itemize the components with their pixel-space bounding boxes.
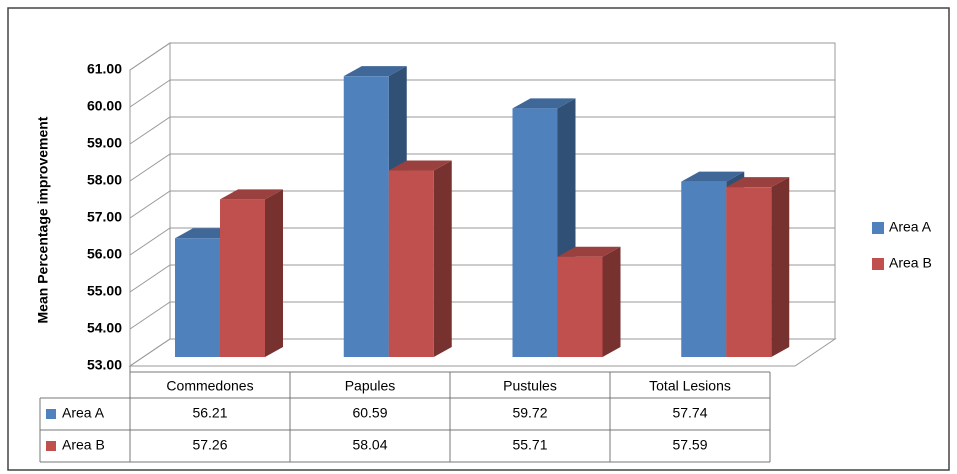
bar	[388, 160, 452, 357]
bar-top	[726, 177, 790, 188]
y-tick-label: 55.00	[87, 283, 122, 299]
bar-front	[175, 238, 220, 357]
table-cell: 59.72	[512, 405, 547, 421]
table-cell: 60.59	[352, 405, 387, 421]
bar-front	[557, 256, 603, 357]
bar-side	[433, 160, 452, 357]
table-cell: 57.26	[192, 437, 227, 453]
table-header: Papules	[345, 378, 396, 394]
table-cell: 57.74	[672, 405, 707, 421]
bar-front	[726, 187, 772, 357]
table-row-label: Area B	[62, 437, 105, 453]
grid-line	[129, 79, 835, 108]
y-tick-label: 54.00	[87, 320, 122, 336]
legend-label: Area A	[889, 219, 932, 235]
y-tick-label: 61.00	[87, 61, 122, 77]
table-cell: 57.59	[672, 437, 707, 453]
y-axis-title: Mean Percentage improvement	[35, 116, 51, 323]
y-tick-label: 59.00	[87, 135, 122, 151]
grid-line	[129, 190, 835, 219]
table-cell: 58.04	[352, 437, 387, 453]
bar-side	[771, 177, 790, 357]
grid-line	[129, 42, 835, 71]
table-header: Total Lesions	[649, 378, 731, 394]
legend-label: Area B	[889, 255, 932, 271]
table-cell: 55.71	[512, 437, 547, 453]
table-legend-key	[46, 409, 56, 419]
table-cell: 56.21	[192, 405, 227, 421]
table-header: Commedones	[166, 378, 253, 394]
bar-top	[512, 98, 576, 109]
bar-front	[388, 170, 434, 357]
bar	[557, 246, 621, 357]
bar-top	[557, 246, 621, 257]
table-header: Pustules	[503, 378, 557, 394]
bar-top	[388, 160, 452, 171]
y-tick-label: 56.00	[87, 246, 122, 262]
grid-line	[129, 116, 835, 145]
bar-side	[265, 189, 283, 357]
y-tick-label: 60.00	[87, 98, 122, 114]
bar-front	[220, 199, 265, 357]
legend-key	[872, 222, 884, 234]
bar-top	[681, 171, 745, 182]
y-tick-label: 58.00	[87, 172, 122, 188]
bar-front	[512, 108, 558, 357]
bar-front	[681, 181, 727, 357]
table-legend-key	[46, 441, 56, 451]
table-row-label: Area A	[62, 405, 105, 421]
bar	[726, 177, 790, 357]
legend-key	[872, 258, 884, 270]
bar-side	[602, 246, 621, 357]
grid-line	[129, 227, 835, 256]
bar-front	[343, 76, 389, 358]
bar	[220, 189, 283, 357]
bar-top	[220, 189, 283, 200]
bar-top	[343, 66, 407, 77]
y-tick-label: 57.00	[87, 209, 122, 225]
grid-line	[129, 153, 835, 182]
y-tick-label: 53.00	[87, 357, 122, 373]
